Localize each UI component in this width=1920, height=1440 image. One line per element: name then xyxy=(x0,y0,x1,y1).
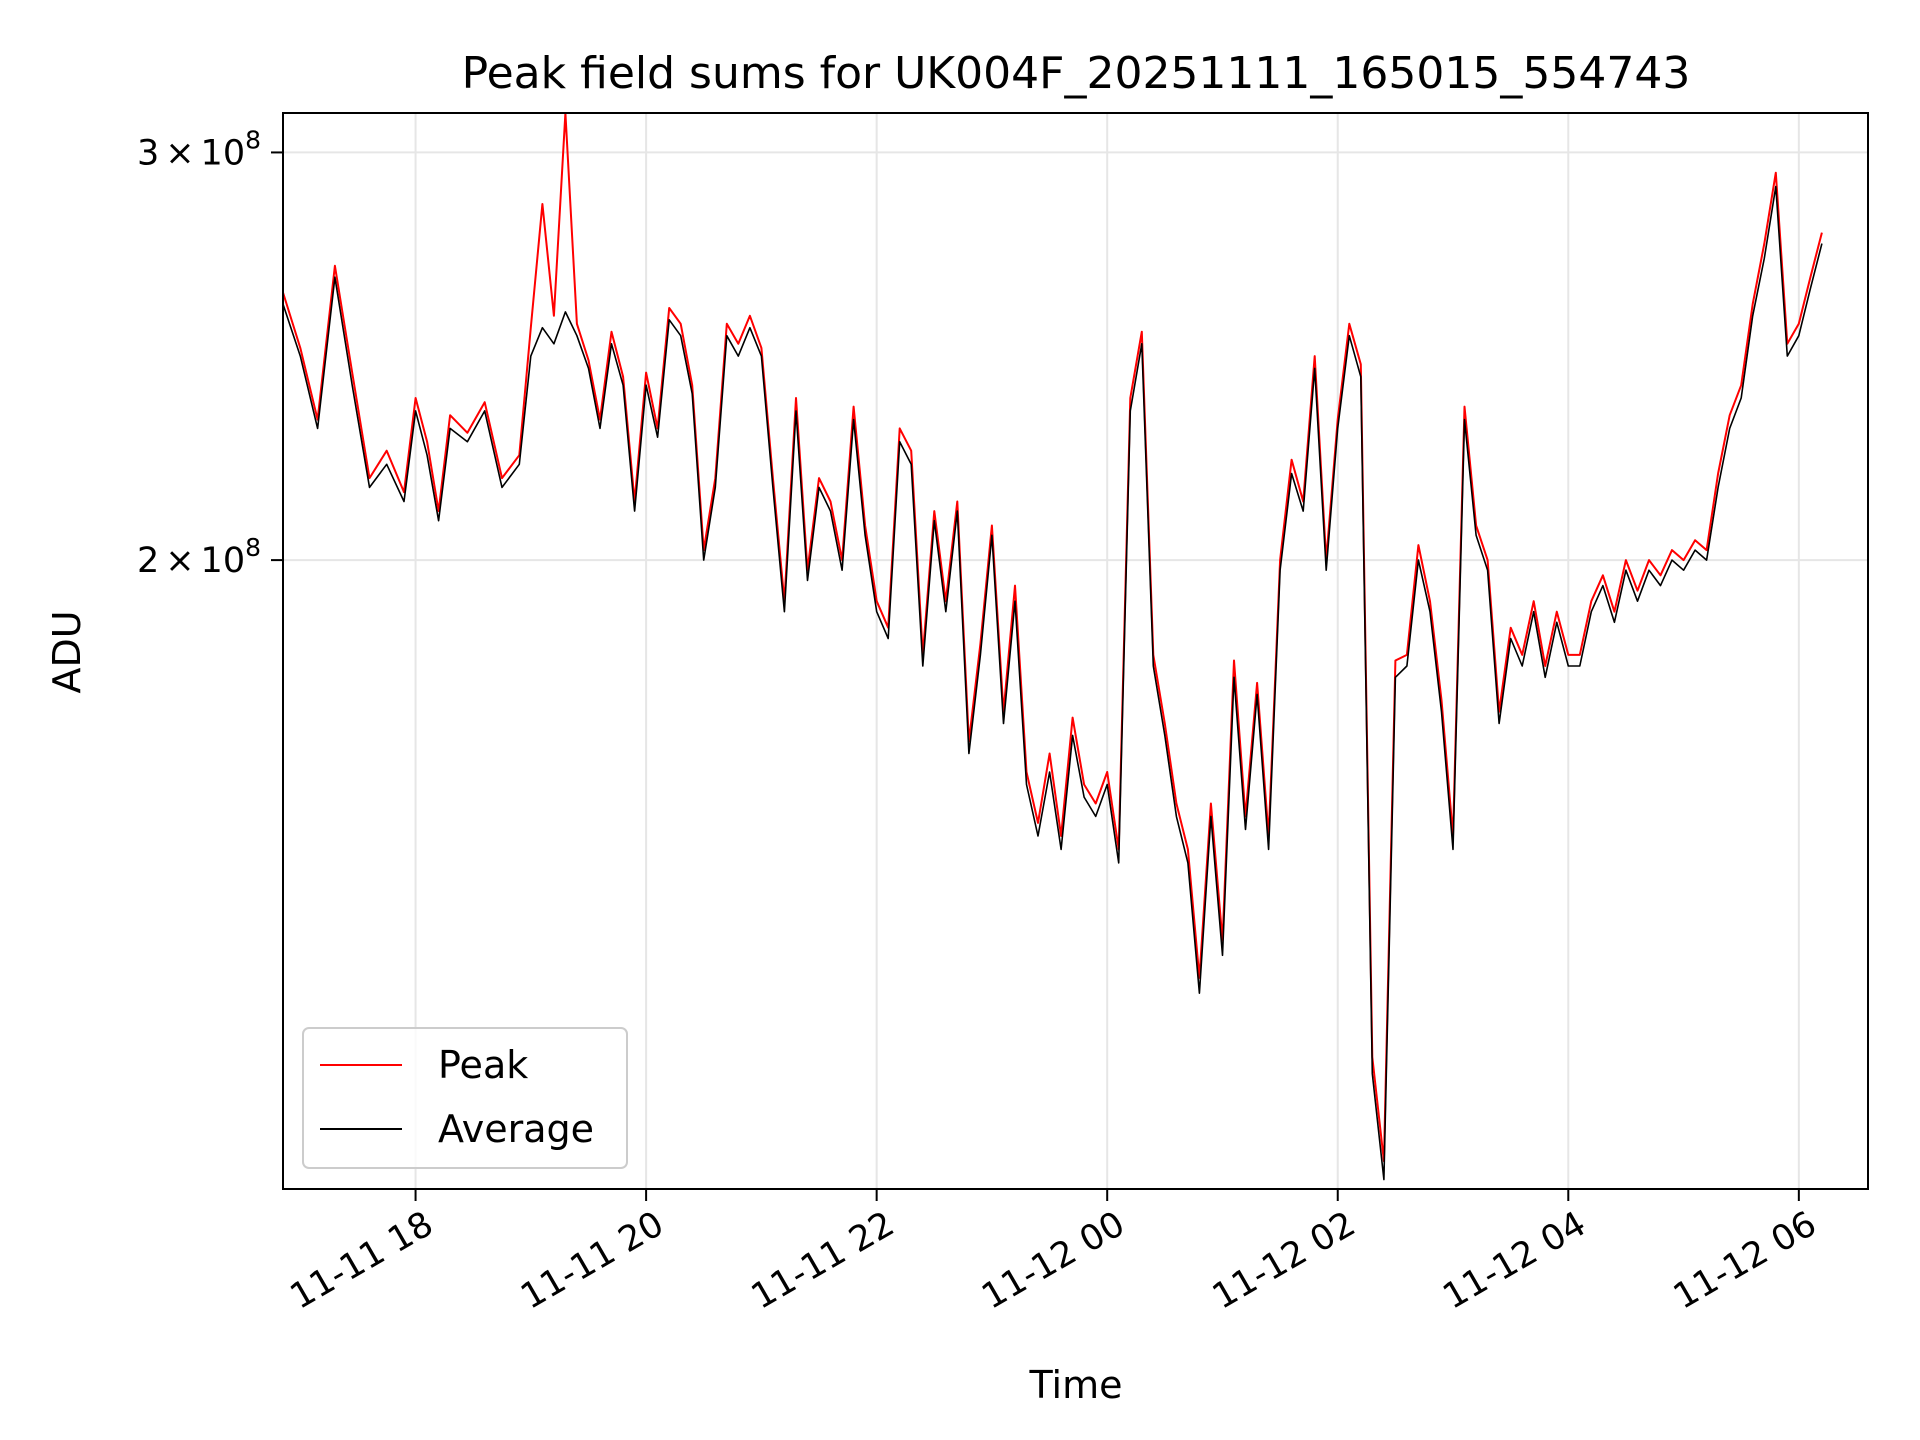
legend-average-label: Average xyxy=(438,1107,594,1151)
average-series-line xyxy=(282,185,1823,1181)
legend-peak-label: Peak xyxy=(438,1043,528,1087)
y-tick-mantissa: 3 xyxy=(137,133,159,173)
y-tick-label: 3 × 108 xyxy=(137,125,261,173)
y-tick-mantissa: 2 xyxy=(137,541,159,581)
chart-title: Peak field sums for UK004F_20251111_1650… xyxy=(462,48,1691,99)
y-axis-label: ADU xyxy=(45,610,89,693)
series-lines xyxy=(282,112,1823,1181)
y-tick-base: 10 xyxy=(201,133,246,173)
legend: Peak Average xyxy=(302,1027,628,1169)
y-tick-base: 10 xyxy=(201,541,246,581)
legend-box xyxy=(302,1027,628,1169)
y-tick-times: × xyxy=(165,541,194,581)
peak-series-line xyxy=(282,112,1823,1163)
y-tick-exponent: 8 xyxy=(245,533,261,562)
plot-area-frame xyxy=(282,112,1869,1190)
y-tick-exponent: 8 xyxy=(245,125,261,154)
x-axis-label: Time xyxy=(1029,1363,1123,1407)
y-tick-label: 2 × 108 xyxy=(137,533,261,581)
y-tick-times: × xyxy=(165,133,194,173)
